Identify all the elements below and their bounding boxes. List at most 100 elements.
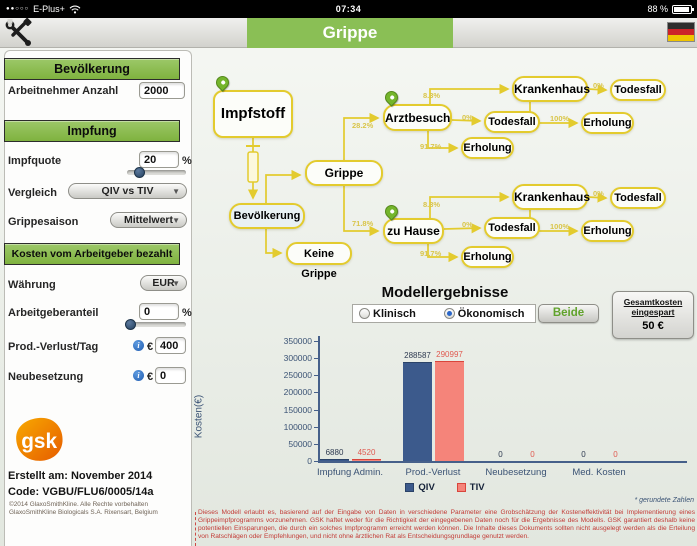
- node-todesfall-2a[interactable]: Todesfall: [610, 187, 666, 209]
- edge-label: 100%: [550, 114, 570, 123]
- vergleich-dropdown[interactable]: QIV vs TIV ▼: [68, 183, 187, 199]
- node-impfstoff[interactable]: Impfstoff: [213, 90, 293, 138]
- wifi-icon: [69, 5, 81, 13]
- total-savings-box[interactable]: Gesamtkosten eingespart 50 €: [612, 291, 694, 339]
- impfquote-slider-thumb[interactable]: [134, 167, 145, 178]
- decision-tree-connectors: [246, 83, 608, 263]
- x-axis-line: [318, 461, 687, 463]
- section-header-bevoelkerung: Bevölkerung: [4, 58, 180, 80]
- x-category-label: Neubesetzung: [485, 467, 547, 478]
- grippesaison-value: Mittelwert: [123, 214, 173, 226]
- beide-button[interactable]: Beide: [538, 304, 599, 323]
- waehrung-dropdown[interactable]: EUR ▼: [140, 275, 187, 291]
- node-todesfall-1b[interactable]: Todesfall: [484, 111, 540, 133]
- vergleich-label: Vergleich: [8, 187, 57, 199]
- vergleich-value: QIV vs TIV: [101, 185, 154, 197]
- arbeitgeberanteil-slider[interactable]: [125, 319, 186, 330]
- node-zu-hause[interactable]: zu Hause: [383, 218, 444, 244]
- impfquote-input[interactable]: [139, 151, 179, 168]
- edge-label: 0%: [462, 113, 473, 122]
- bar-tiv: [435, 361, 464, 461]
- y-tick-mark: [314, 392, 318, 394]
- bar-value-label: 6880: [325, 448, 344, 457]
- created-date: Erstellt am: November 2014: [8, 470, 153, 482]
- page-edge-mark: [195, 512, 196, 546]
- flag-red-stripe: [668, 29, 694, 35]
- chevron-down-icon: ▼: [172, 279, 180, 288]
- node-krankenhaus-1[interactable]: Krankenhaus: [512, 76, 590, 102]
- svg-text:gsk: gsk: [21, 430, 57, 453]
- impfquote-label: Impfquote: [8, 155, 62, 167]
- section-header-kosten: Kosten vom Arbeitgeber bezahlt: [4, 243, 180, 265]
- node-erholung-1a[interactable]: Erholung: [581, 112, 634, 134]
- battery-percent: 88 %: [647, 4, 668, 14]
- arbeitgeberanteil-input[interactable]: [139, 303, 179, 320]
- y-tick-mark: [314, 443, 318, 445]
- grippesaison-dropdown[interactable]: Mittelwert ▼: [110, 212, 187, 228]
- edge-label: 8.3%: [423, 91, 441, 100]
- prod-verlust-currency: €: [147, 341, 154, 353]
- impfquote-slider[interactable]: [127, 167, 186, 178]
- radio-oekonomisch-label[interactable]: Ökonomisch: [457, 307, 525, 320]
- bar-value-label: 288587: [404, 351, 431, 360]
- node-todesfall-2b[interactable]: Todesfall: [484, 217, 540, 239]
- node-erholung-2a[interactable]: Erholung: [581, 220, 634, 242]
- y-tick-label: 100000: [283, 421, 312, 432]
- bar-value-label: 0: [498, 450, 503, 459]
- bar-qiv: [320, 459, 349, 461]
- node-krankenhaus-2[interactable]: Krankenhaus: [512, 184, 590, 210]
- radio-klinisch[interactable]: [359, 308, 370, 319]
- legend-item-qiv: QIV: [405, 482, 435, 493]
- waehrung-value: EUR: [152, 277, 175, 289]
- neubesetzung-input[interactable]: [155, 367, 186, 384]
- node-bevoelkerung[interactable]: Bevölkerung: [229, 203, 305, 229]
- edge-label: 71.8%: [352, 219, 374, 228]
- arbeitgeberanteil-slider-thumb[interactable]: [125, 319, 136, 330]
- node-erholung-1b[interactable]: Erholung: [461, 137, 514, 159]
- settings-tools-button[interactable]: [4, 18, 36, 48]
- arbeitnehmer-input[interactable]: [139, 82, 185, 99]
- bar-tiv: [352, 459, 381, 461]
- clock: 07:34: [335, 4, 362, 14]
- savings-label-line2: eingespart: [631, 307, 675, 317]
- legal-disclaimer: Dieses Modell erlaubt es, basierend auf …: [198, 509, 695, 540]
- results-view-radio-group: Klinisch Ökonomisch: [352, 304, 536, 323]
- info-icon[interactable]: i: [133, 370, 144, 381]
- chart-legend: QIV TIV: [315, 482, 575, 493]
- radio-oekonomisch[interactable]: [443, 308, 455, 319]
- savings-label-line1: Gesamtkosten: [623, 297, 683, 307]
- y-tick-mark: [314, 375, 318, 377]
- flag-gold-stripe: [668, 35, 694, 41]
- bar-value-label: 4520: [357, 448, 376, 457]
- rounded-numbers-footnote: * gerundete Zahlen: [634, 497, 694, 504]
- y-tick-label: 0: [307, 456, 312, 466]
- neubesetzung-label: Neubesetzung: [8, 371, 84, 383]
- chevron-down-icon: ▼: [172, 187, 180, 196]
- y-tick-label: 150000: [283, 404, 312, 415]
- y-tick-mark: [314, 461, 318, 462]
- flag-black-stripe: [668, 23, 694, 29]
- section-header-impfung: Impfung: [4, 120, 180, 142]
- x-category-label: Impfung Admin.: [316, 467, 383, 478]
- edge-label: 100%: [550, 222, 570, 231]
- edge-label: 0%: [593, 189, 604, 198]
- bar-value-label: 290997: [436, 350, 463, 359]
- edge-label: 0%: [462, 220, 473, 229]
- node-erholung-2b[interactable]: Erholung: [461, 246, 514, 268]
- y-tick-label: 50000: [288, 438, 312, 449]
- prod-verlust-input[interactable]: [155, 337, 186, 354]
- language-flag-button[interactable]: [667, 22, 695, 42]
- node-grippe[interactable]: Grippe: [305, 160, 383, 186]
- prod-verlust-label: Prod.-Verlust/Tag: [8, 341, 99, 353]
- x-category-label: Med. Kosten: [572, 467, 626, 478]
- info-icon[interactable]: i: [133, 340, 144, 351]
- node-keine-grippe[interactable]: Keine Grippe: [286, 242, 352, 280]
- node-arztbesuch[interactable]: Arztbesuch: [383, 104, 452, 131]
- neubesetzung-currency: €: [147, 371, 154, 383]
- radio-klinisch-label[interactable]: Klinisch: [373, 307, 416, 320]
- y-tick-label: 300000: [283, 353, 312, 364]
- bar-value-label: 0: [613, 450, 618, 459]
- node-todesfall-1a[interactable]: Todesfall: [610, 79, 666, 101]
- y-tick-mark: [314, 341, 318, 342]
- edge-label: 8.3%: [423, 200, 441, 209]
